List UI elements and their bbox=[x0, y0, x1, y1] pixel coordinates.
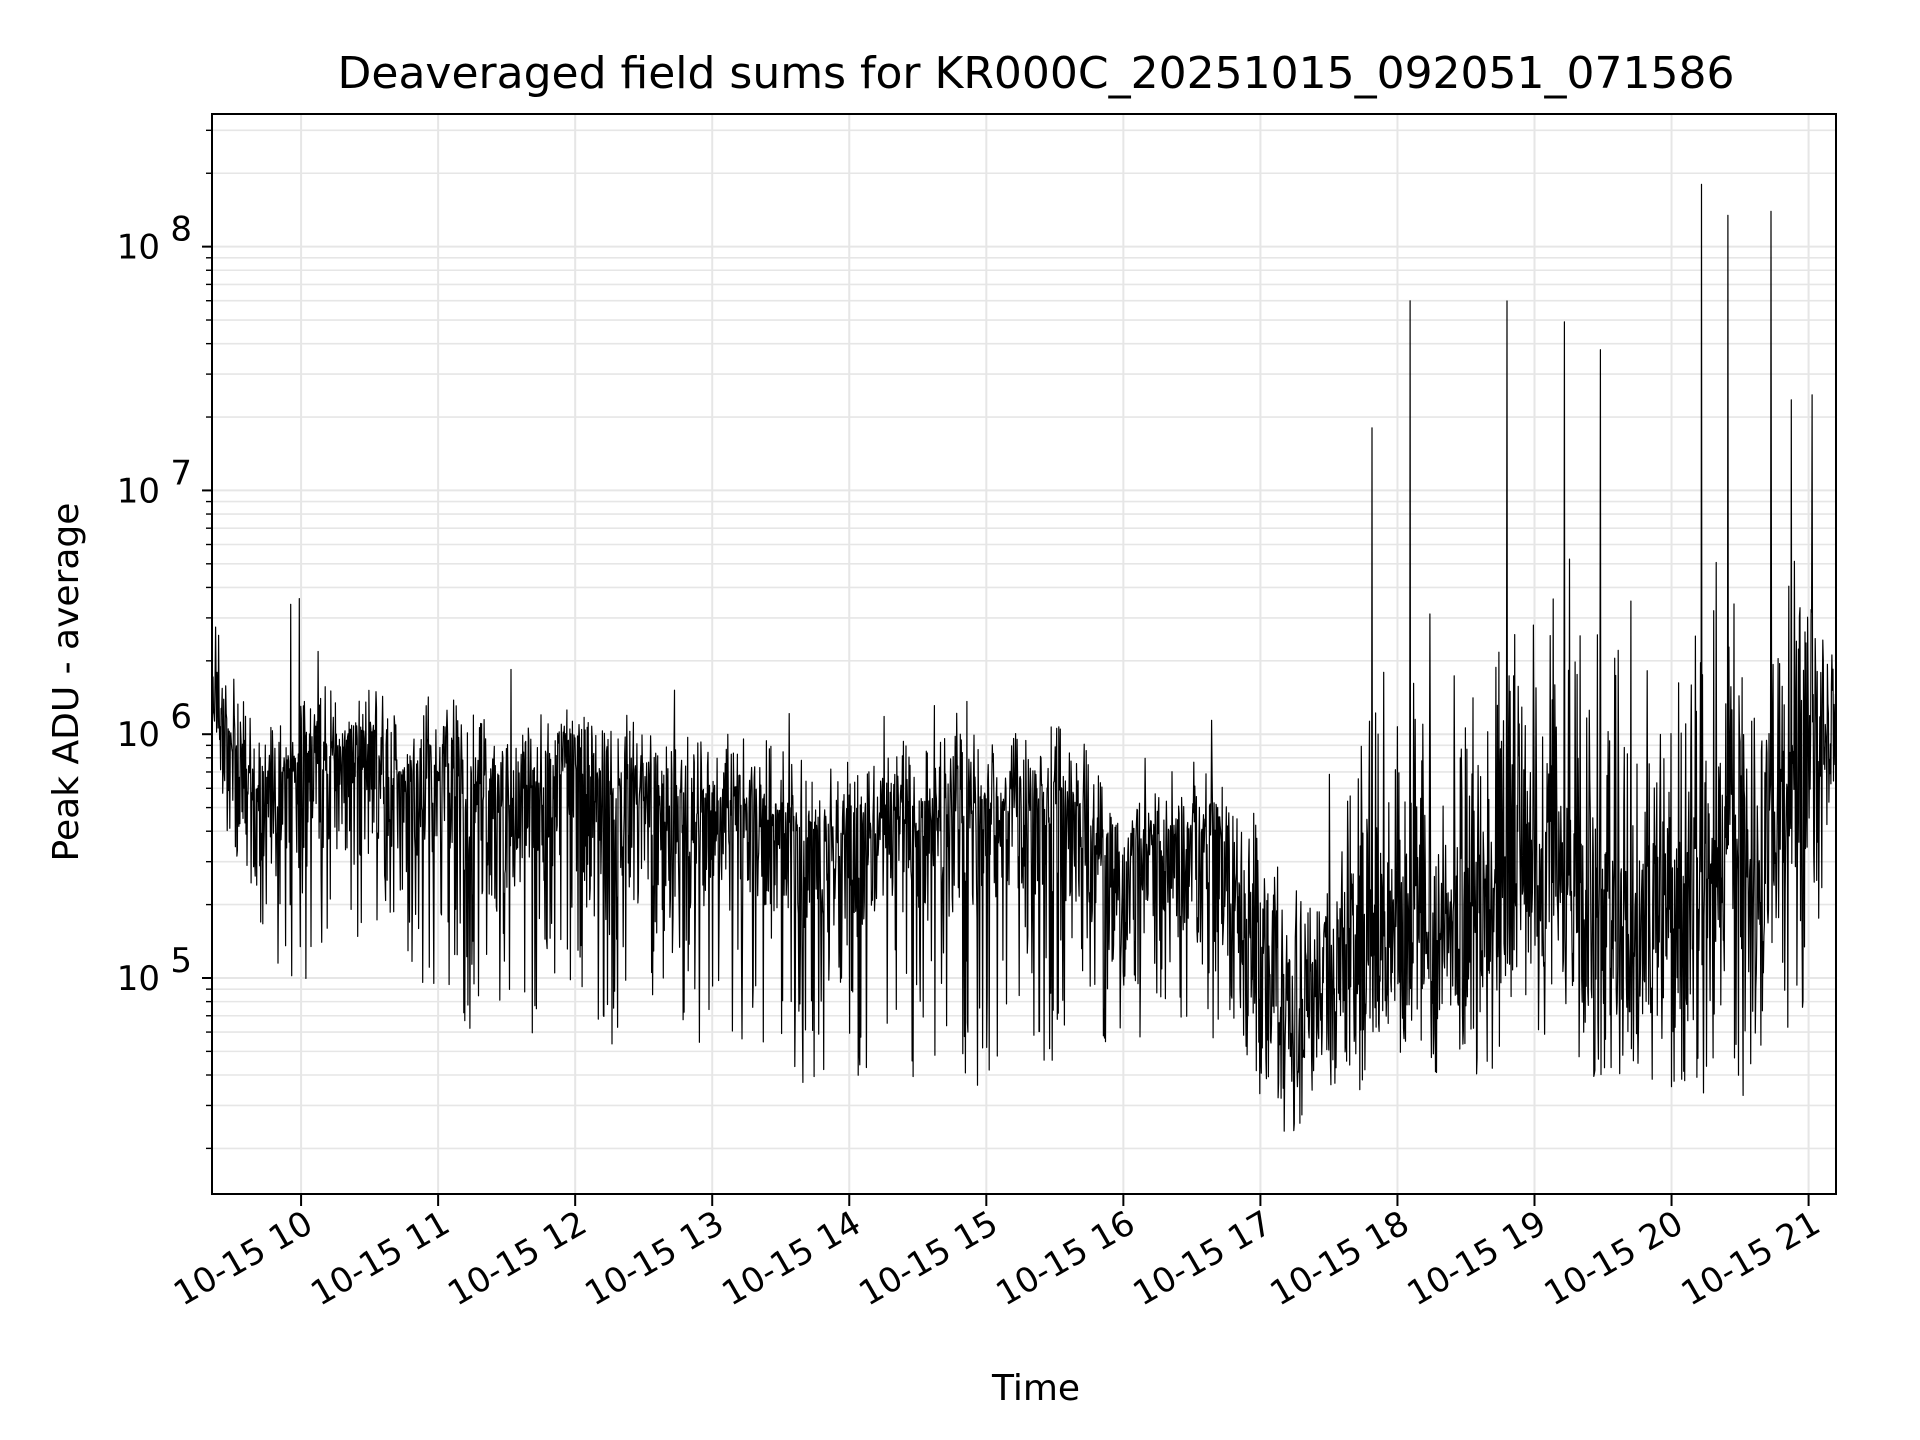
data-layer bbox=[211, 183, 1837, 1132]
chart-title: Deaveraged field sums for KR000C_2025101… bbox=[338, 48, 1735, 99]
y-tick-exponent: 7 bbox=[170, 453, 192, 493]
data-series-line bbox=[211, 183, 1837, 1132]
x-axis-label: Time bbox=[991, 1368, 1080, 1409]
axes-frame bbox=[211, 113, 1837, 1195]
y-axis-label: Peak ADU - average bbox=[46, 503, 87, 862]
y-tick-label: 10 bbox=[117, 959, 160, 999]
y-tick-label: 10 bbox=[117, 228, 160, 268]
y-tick-label: 10 bbox=[117, 715, 160, 755]
y-tick-exponent: 5 bbox=[170, 941, 192, 981]
y-tick-exponent: 6 bbox=[170, 697, 192, 737]
y-tick-label: 10 bbox=[117, 471, 160, 511]
y-tick-exponent: 8 bbox=[170, 210, 192, 250]
